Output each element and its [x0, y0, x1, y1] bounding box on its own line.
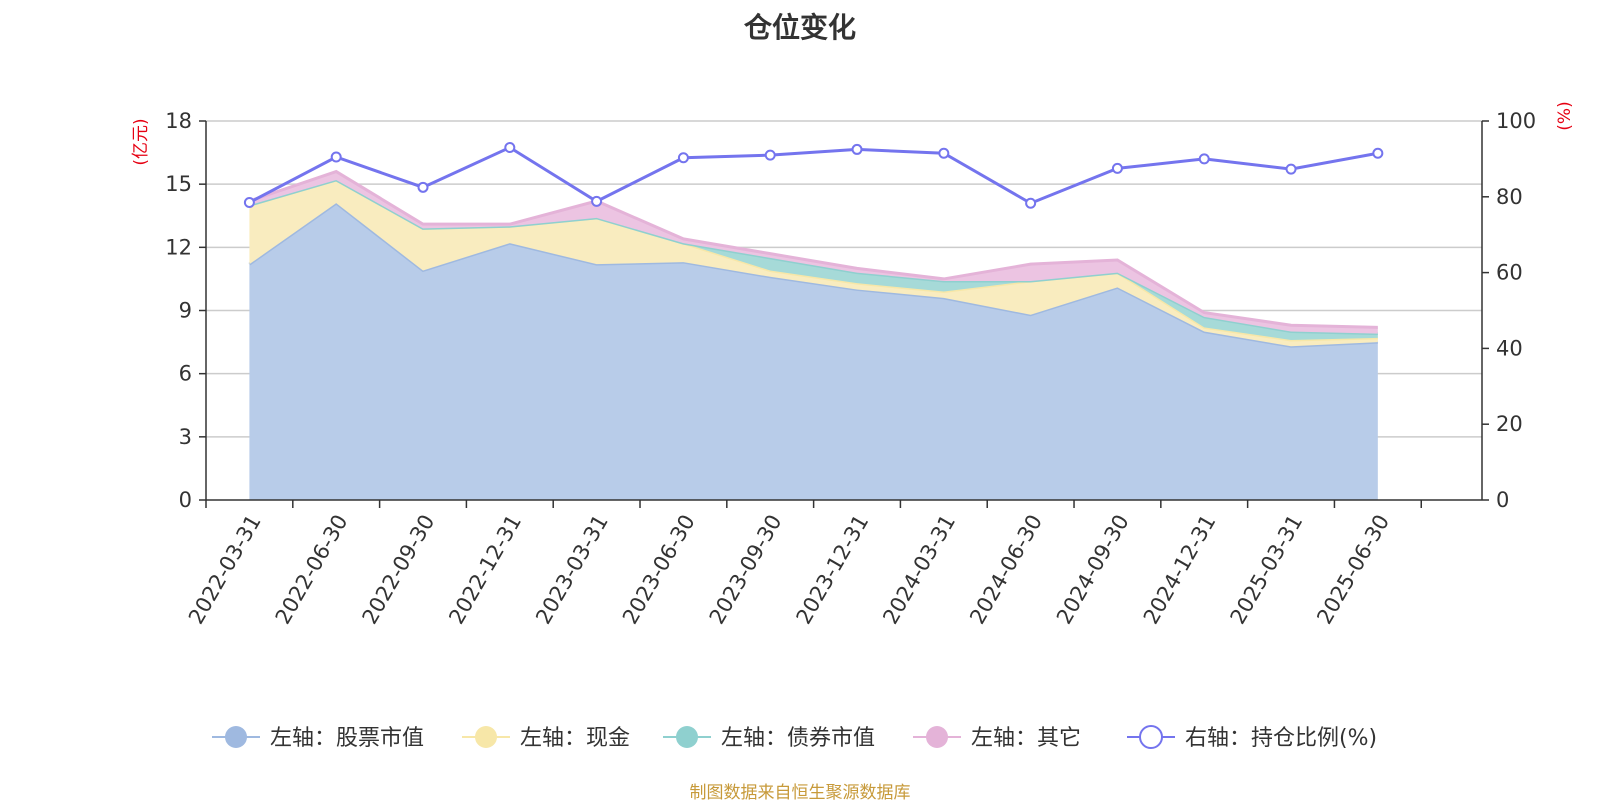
ratio-point	[1111, 162, 1123, 174]
chart-title: 仓位变化	[743, 11, 856, 44]
legend-label: 左轴：债券市值	[721, 726, 875, 751]
x-tick-label: 2024-12-31	[1139, 511, 1221, 629]
left-tick-label: 15	[165, 172, 192, 196]
left-tick-label: 18	[165, 109, 192, 133]
x-tick-label: 2023-09-30	[705, 511, 787, 629]
legend-marker	[926, 726, 948, 748]
x-tick-label: 2025-03-31	[1226, 511, 1308, 629]
legend-marker	[225, 726, 247, 748]
right-tick-label: 0	[1496, 488, 1509, 512]
area-edge-4	[248, 169, 1378, 329]
x-tick-label: 2022-03-31	[184, 511, 266, 629]
legend-label: 左轴：其它	[971, 726, 1081, 751]
ratio-point	[417, 181, 429, 193]
right-tick-label: 80	[1496, 185, 1523, 209]
legend-label: 右轴：持仓比例(%)	[1185, 726, 1377, 751]
legend-item[interactable]: 右轴：持仓比例(%)	[1127, 725, 1377, 751]
legend-label: 左轴：现金	[520, 726, 630, 751]
x-tick-label: 2022-06-30	[271, 511, 353, 629]
right-tick-label: 100	[1496, 109, 1536, 133]
right-tick-label: 40	[1496, 336, 1523, 360]
ratio-point	[938, 147, 950, 159]
right-tick-label: 60	[1496, 261, 1523, 285]
right-axis-unit: (%)	[1555, 101, 1575, 130]
x-tick-label: 2023-12-31	[792, 511, 874, 629]
left-tick-label: 6	[179, 362, 192, 386]
ratio-point	[1025, 197, 1037, 209]
ratio-point	[1372, 147, 1384, 159]
legend-item[interactable]: 左轴：债券市值	[663, 726, 875, 751]
x-tick-label: 2022-09-30	[358, 511, 440, 629]
ratio-point	[591, 195, 603, 207]
x-tick-label: 2023-06-30	[618, 511, 700, 629]
legend: 左轴：股票市值 左轴：现金 左轴：债券市值 左轴：其它 右轴：持仓比例(%)	[212, 725, 1377, 751]
legend-label: 左轴：股票市值	[270, 726, 424, 751]
area-2	[249, 179, 1378, 347]
ratio-point	[330, 151, 342, 163]
left-axis-unit: (亿元)	[131, 118, 151, 165]
legend-item[interactable]: 左轴：其它	[913, 726, 1081, 751]
left-tick-label: 0	[179, 488, 192, 512]
ratio-point	[243, 196, 255, 208]
ratio-point	[1198, 153, 1210, 165]
x-tick-label: 2024-09-30	[1052, 511, 1134, 629]
x-tick-label: 2022-12-31	[444, 511, 526, 629]
x-tick-label: 2023-03-31	[531, 511, 613, 629]
left-tick-label: 12	[165, 235, 192, 259]
stacked-areas	[248, 169, 1378, 500]
ratio-point	[504, 142, 516, 154]
legend-marker	[475, 726, 497, 748]
ratio-point	[677, 152, 689, 164]
area-1	[249, 203, 1378, 500]
source-note: 制图数据来自恒生聚源数据库	[689, 783, 911, 803]
legend-item[interactable]: 左轴：现金	[462, 726, 630, 751]
ratio-point	[764, 149, 776, 161]
legend-marker	[1139, 725, 1163, 749]
legend-marker	[676, 726, 698, 748]
legend-item[interactable]: 左轴：股票市值	[212, 726, 424, 751]
right-tick-label: 20	[1496, 412, 1523, 436]
ratio-point	[851, 143, 863, 155]
left-tick-label: 3	[179, 425, 192, 449]
x-tick-label: 2025-06-30	[1312, 511, 1394, 629]
x-tick-label: 2024-06-30	[965, 511, 1047, 629]
left-tick-label: 9	[179, 299, 192, 323]
ratio-line	[243, 142, 1384, 209]
ratio-point	[1285, 163, 1297, 175]
x-tick-label: 2024-03-31	[878, 511, 960, 629]
ratio-line-path	[248, 145, 1379, 205]
